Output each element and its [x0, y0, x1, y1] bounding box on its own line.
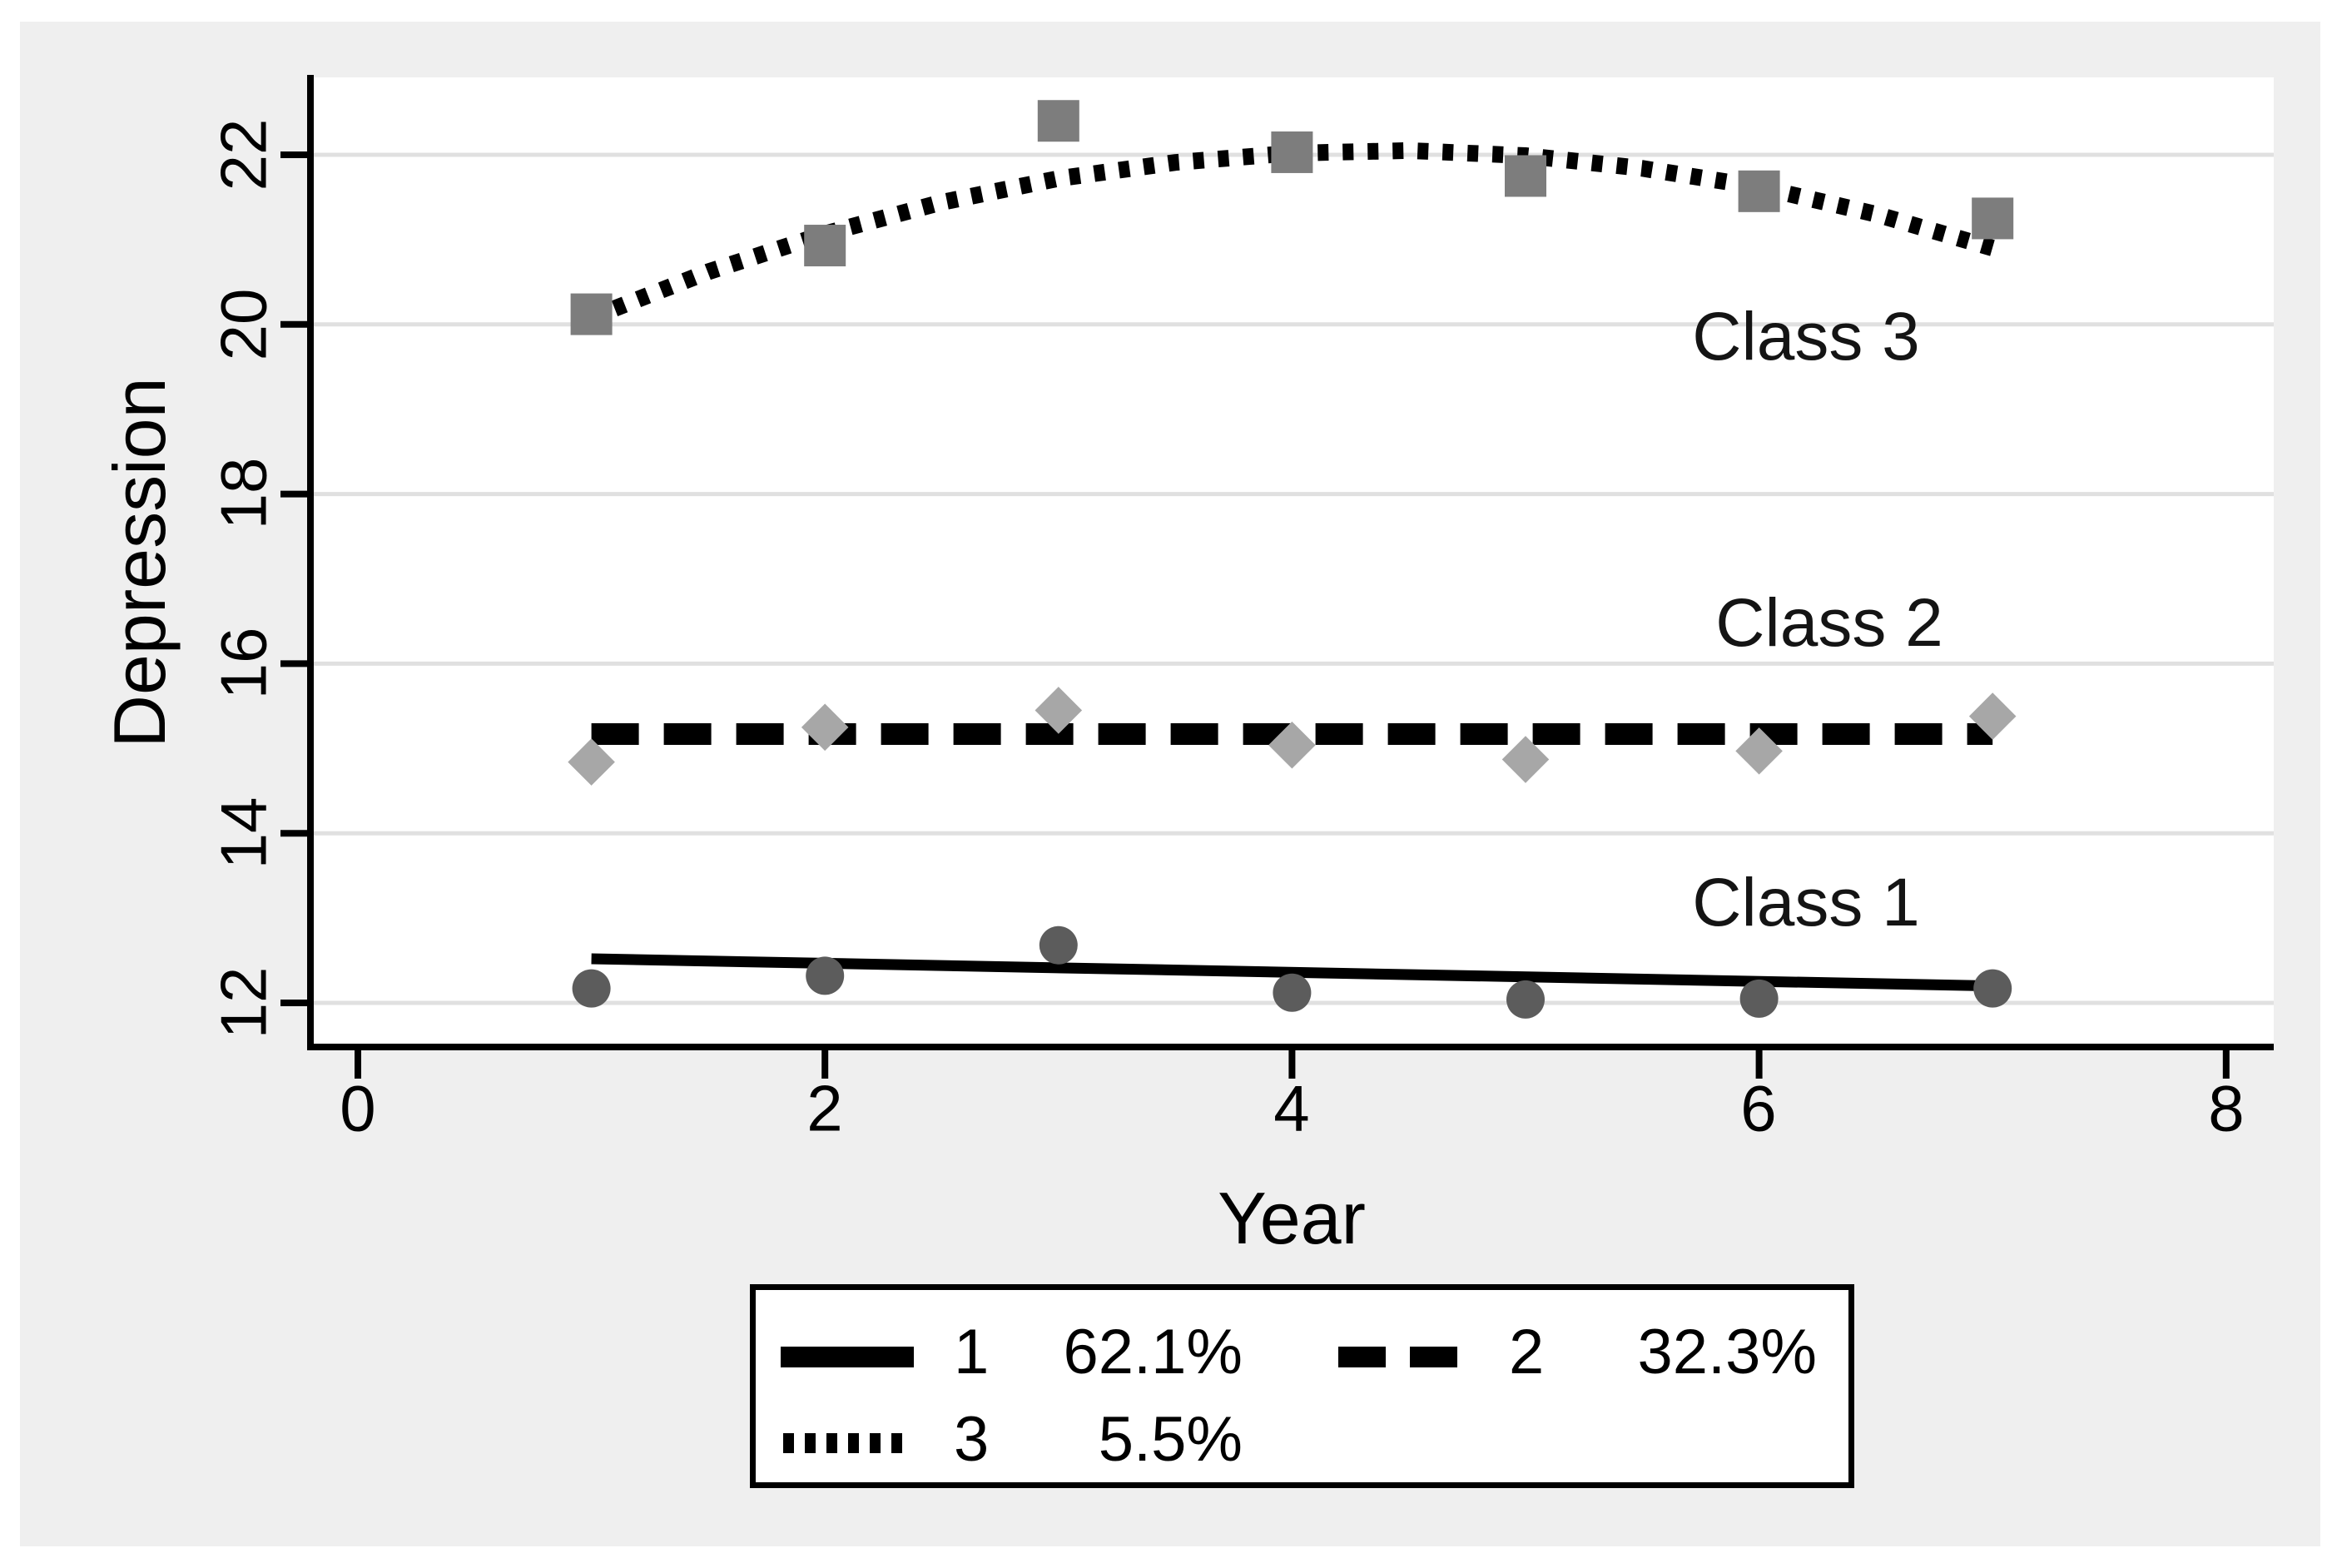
- marker-class3-year2: [804, 225, 846, 267]
- y-tick-label-20: 20: [206, 288, 280, 361]
- y-tick-label-16: 16: [206, 627, 280, 700]
- marker-class3-year6: [1738, 170, 1780, 212]
- x-axis-title: Year: [1218, 1177, 1366, 1259]
- y-tick-label-14: 14: [206, 796, 280, 870]
- marker-class1-year2: [806, 956, 845, 995]
- legend-label-3: 3: [954, 1404, 990, 1475]
- annotation-class-3: Class 3: [1692, 299, 1920, 375]
- marker-class2-year3: [1035, 687, 1083, 734]
- marker-class1-year3: [1039, 925, 1078, 965]
- marker-class3-year5: [1505, 155, 1546, 197]
- marker-class3-year1: [570, 293, 613, 335]
- legend-solid-line-swatch: [781, 1347, 914, 1367]
- marker-class2-year2: [801, 703, 849, 752]
- marker-class1-year7: [1973, 969, 2012, 1008]
- y-tick-label-18: 18: [206, 457, 280, 530]
- marker-class2-year6: [1735, 727, 1783, 775]
- y-tick-label-22: 22: [206, 118, 280, 191]
- x-tick-label-4: 4: [1273, 1071, 1310, 1145]
- marker-class1-year5: [1506, 980, 1545, 1019]
- marker-class1-year6: [1739, 979, 1779, 1018]
- x-tick-label-8: 8: [2208, 1071, 2245, 1145]
- x-tick-label-0: 0: [340, 1071, 376, 1145]
- x-tick-label-6: 6: [1740, 1071, 1777, 1145]
- annotation-class-2: Class 2: [1715, 585, 1943, 661]
- y-axis-title: Depression: [98, 377, 181, 748]
- marker-class2-year4: [1268, 721, 1316, 769]
- legend-percent-3: 5.5%: [1098, 1404, 1243, 1475]
- marker-class2-year7: [1968, 692, 2017, 740]
- legend-percent-2: 32.3%: [1637, 1317, 1818, 1387]
- y-tick-label-12: 12: [206, 966, 280, 1040]
- x-tick-label-2: 2: [806, 1071, 843, 1145]
- legend-percent-1: 62.1%: [1063, 1317, 1243, 1387]
- marker-class2-year5: [1501, 736, 1550, 783]
- annotation-class-1: Class 1: [1692, 865, 1920, 940]
- plot-area: [310, 77, 2274, 1047]
- marker-class3-year7: [1972, 197, 2014, 240]
- marker-class3-year4: [1271, 131, 1313, 173]
- legend-label-1: 1: [954, 1317, 990, 1387]
- marker-class1-year1: [572, 969, 611, 1008]
- marker-class1-year4: [1273, 973, 1312, 1012]
- marker-class2-year1: [568, 738, 615, 786]
- legend-label-2: 2: [1509, 1317, 1545, 1387]
- marker-class3-year3: [1037, 100, 1079, 142]
- legend: 1 62.1% 2 32.3% 3 5.5%: [750, 1284, 1854, 1488]
- legend-dotted-line-swatch: [783, 1433, 913, 1453]
- legend-dashed-line-swatch: [1338, 1347, 1478, 1367]
